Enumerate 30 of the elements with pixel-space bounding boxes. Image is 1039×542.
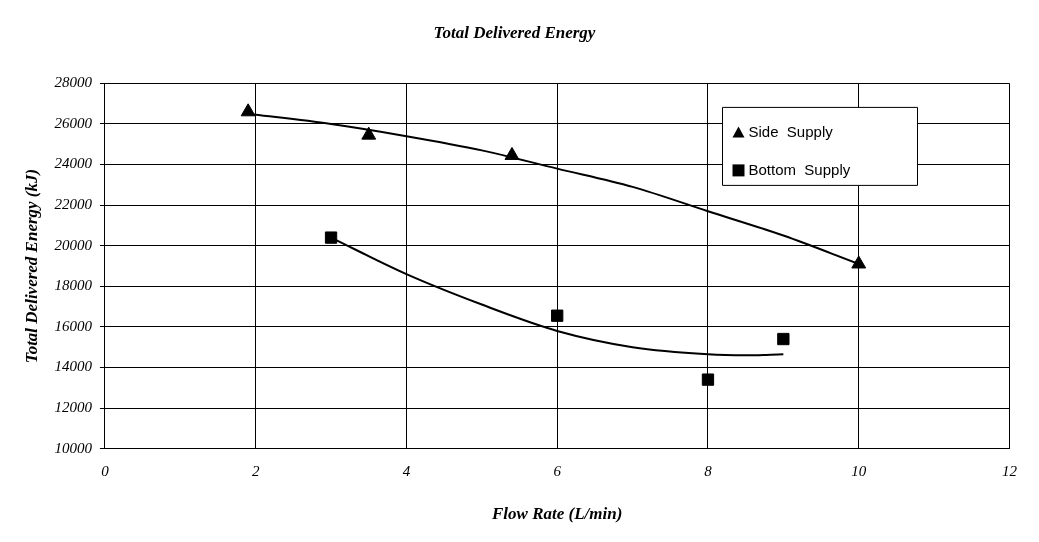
y-tick-label: 24000: [54, 155, 93, 172]
legend-label: Side Supply: [748, 122, 834, 140]
point: [851, 255, 867, 269]
x-tick-label: 4: [402, 462, 411, 479]
x-tick-label: 8: [704, 462, 713, 479]
x-tick-label: 6: [553, 462, 562, 479]
x-tick-label: 0: [101, 462, 110, 479]
y-tick-label: 16000: [54, 317, 93, 334]
y-tick-label: 10000: [54, 439, 93, 456]
y-axis-title: Total Delivered Energy (kJ): [21, 168, 41, 364]
y-tick-label: 12000: [54, 398, 93, 415]
point: [361, 126, 377, 140]
point: [324, 231, 338, 244]
legend-label: Bottom Supply: [748, 160, 851, 178]
x-tick-label: 2: [251, 462, 260, 479]
x-tick-label: 12: [1002, 462, 1018, 479]
y-tick-label: 22000: [54, 196, 93, 213]
point: [504, 146, 520, 160]
x-axis-title: Flow Rate (L/min): [491, 504, 623, 524]
y-tick-label: 26000: [54, 114, 93, 131]
point: [551, 309, 564, 322]
y-tick-label: 20000: [54, 236, 93, 253]
x-tick-label: 10: [851, 462, 867, 479]
point: [240, 103, 256, 117]
y-tick-label: 18000: [54, 277, 93, 294]
y-tick-label: 28000: [54, 74, 93, 91]
point: [701, 373, 715, 386]
point: [777, 332, 790, 346]
y-tick-label: 14000: [54, 358, 93, 375]
chart-title: Total Delivered Energy: [433, 22, 596, 42]
